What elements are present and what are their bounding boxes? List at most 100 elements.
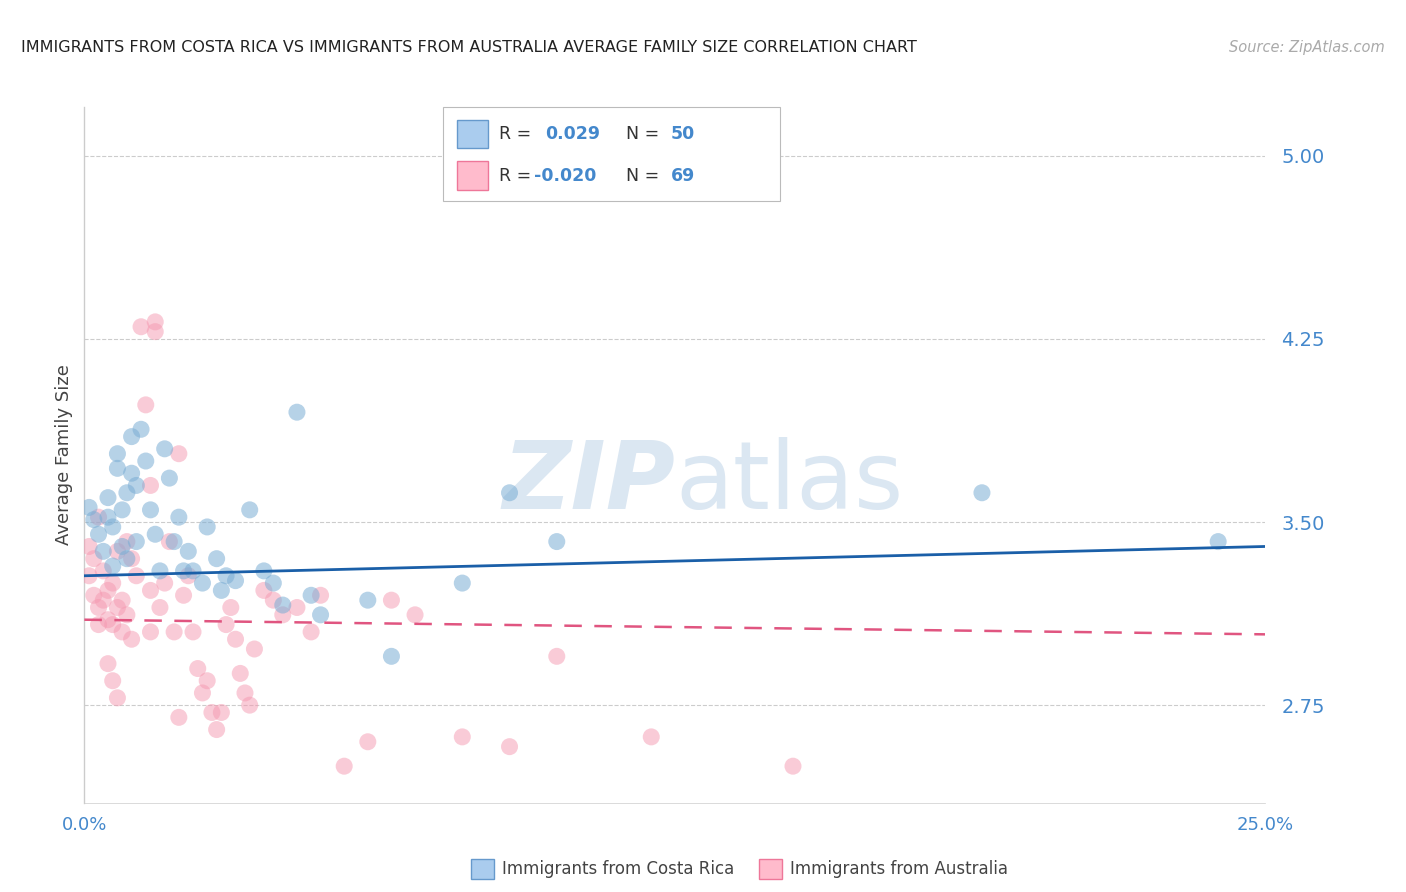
Point xyxy=(121,467,143,481)
Point xyxy=(333,759,356,773)
Point xyxy=(201,706,224,720)
Point xyxy=(970,485,993,500)
Point xyxy=(91,544,114,558)
Point xyxy=(163,624,186,639)
Point xyxy=(101,617,124,632)
Point xyxy=(115,607,138,622)
Point xyxy=(111,540,134,554)
Point xyxy=(115,485,138,500)
Point xyxy=(87,617,110,632)
Point xyxy=(143,325,166,339)
Point xyxy=(87,600,110,615)
Point xyxy=(111,503,134,517)
Point xyxy=(187,661,209,675)
Point xyxy=(262,593,284,607)
Point xyxy=(173,564,195,578)
Point xyxy=(121,632,143,647)
Point xyxy=(239,698,262,713)
Point xyxy=(121,429,143,443)
Point xyxy=(83,513,105,527)
Point xyxy=(309,588,332,602)
Point xyxy=(546,649,568,664)
Point xyxy=(101,673,124,688)
Point xyxy=(225,632,247,647)
Text: Immigrants from Costa Rica: Immigrants from Costa Rica xyxy=(502,860,734,878)
Point xyxy=(143,315,166,329)
Point xyxy=(163,534,186,549)
Point xyxy=(97,491,120,505)
Point xyxy=(380,593,402,607)
Point xyxy=(157,534,180,549)
Point xyxy=(167,710,190,724)
Point xyxy=(125,478,148,492)
Point xyxy=(167,447,190,461)
Text: atlas: atlas xyxy=(675,437,903,529)
Point xyxy=(125,534,148,549)
Point xyxy=(167,510,190,524)
Point xyxy=(299,624,322,639)
Point xyxy=(149,600,172,615)
Point xyxy=(239,503,262,517)
Point xyxy=(215,617,238,632)
Text: 0.029: 0.029 xyxy=(546,125,600,143)
Point xyxy=(91,564,114,578)
Point xyxy=(139,624,162,639)
Point xyxy=(299,588,322,602)
Point xyxy=(139,583,162,598)
Point xyxy=(357,593,380,607)
Point xyxy=(498,485,520,500)
Text: IMMIGRANTS FROM COSTA RICA VS IMMIGRANTS FROM AUSTRALIA AVERAGE FAMILY SIZE CORR: IMMIGRANTS FROM COSTA RICA VS IMMIGRANTS… xyxy=(21,40,917,55)
Point xyxy=(83,588,105,602)
Point xyxy=(404,607,426,622)
Point xyxy=(173,588,195,602)
Point xyxy=(195,520,218,534)
Text: Source: ZipAtlas.com: Source: ZipAtlas.com xyxy=(1229,40,1385,55)
Point xyxy=(177,568,200,582)
Text: N =: N = xyxy=(626,167,659,185)
Point xyxy=(107,447,129,461)
Point xyxy=(357,735,380,749)
Point xyxy=(97,613,120,627)
Point xyxy=(253,564,276,578)
Point xyxy=(97,657,120,671)
Y-axis label: Average Family Size: Average Family Size xyxy=(55,365,73,545)
Text: ZIP: ZIP xyxy=(502,437,675,529)
Point xyxy=(262,576,284,591)
Point xyxy=(285,600,308,615)
Point xyxy=(91,593,114,607)
Point xyxy=(101,520,124,534)
Point xyxy=(181,624,204,639)
Point xyxy=(87,510,110,524)
Point xyxy=(115,551,138,566)
Point xyxy=(111,593,134,607)
Point xyxy=(219,600,242,615)
Point xyxy=(309,607,332,622)
Point xyxy=(149,564,172,578)
Point xyxy=(243,642,266,657)
Text: 69: 69 xyxy=(671,167,695,185)
Point xyxy=(215,568,238,582)
Point xyxy=(97,510,120,524)
Point xyxy=(191,576,214,591)
Point xyxy=(77,500,100,515)
Point xyxy=(195,673,218,688)
Point xyxy=(205,551,228,566)
Point xyxy=(153,442,176,456)
Point xyxy=(101,559,124,574)
Point xyxy=(101,576,124,591)
Point xyxy=(225,574,247,588)
Text: 50: 50 xyxy=(671,125,695,143)
Point xyxy=(83,551,105,566)
Point xyxy=(129,422,152,436)
Point xyxy=(157,471,180,485)
Point xyxy=(546,534,568,549)
Point xyxy=(115,534,138,549)
Point xyxy=(135,454,157,468)
Text: N =: N = xyxy=(626,125,659,143)
Point xyxy=(153,576,176,591)
Point xyxy=(111,624,134,639)
Point xyxy=(209,706,232,720)
Point xyxy=(229,666,252,681)
Point xyxy=(107,461,129,475)
Text: -0.020: -0.020 xyxy=(534,167,596,185)
